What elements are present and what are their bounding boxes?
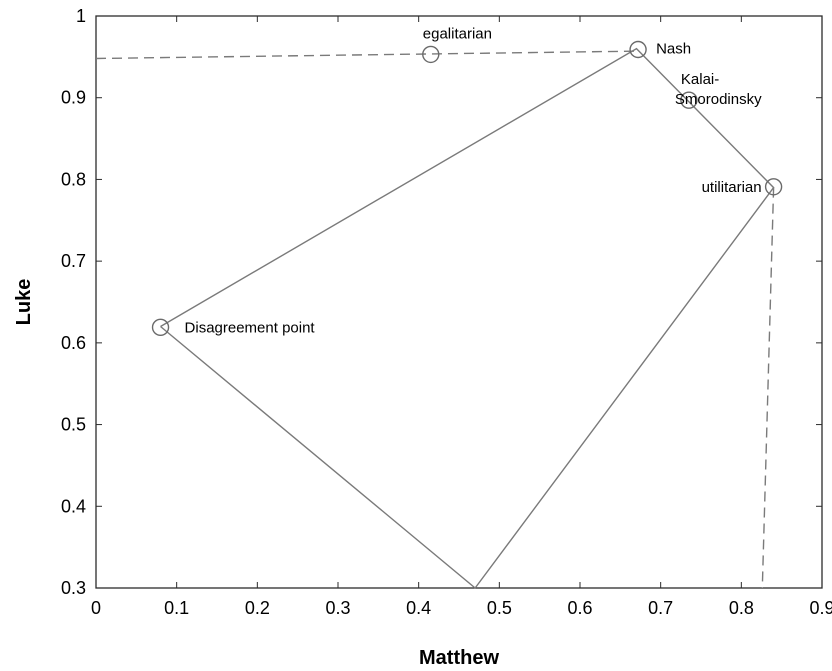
y-tick-label: 0.4 [61,496,86,516]
point-label: Kalai-Smorodinsky [675,71,762,108]
axes-layer: 0 0.1 0.2 0.3 0.4 0.5 0.6 0.7 0.8 0.9 0.3 0.4 0.5 0.6… [13,6,832,669]
point-label: Nash [656,41,691,58]
feasible-set-boundary [160,47,775,590]
y-tick-label: 1 [76,6,86,26]
x-tick-label: 0.3 [325,598,350,618]
y-tick-label: 0.8 [61,169,86,189]
x-tick-label: 0.5 [487,598,512,618]
point-label: utilitarian [702,179,762,196]
y-tick-label: 0.5 [61,415,86,435]
x-tick-label: 0.4 [406,598,431,618]
point-label: Disagreement point [185,319,316,336]
solution-point-marker [764,178,783,196]
x-tick-label: 0.7 [648,598,673,618]
plot-frame [95,15,823,589]
x-tick-label: 0 [91,598,101,618]
y-tick-label: 0.7 [61,251,86,271]
solution-point-marker [680,91,698,109]
x-tick-label: 0.1 [164,598,189,618]
y-tick-label: 0.3 [61,578,86,598]
y-axis-title: Luke [13,279,35,326]
x-axis-title: Matthew [419,647,499,669]
solution-point-marker [151,318,170,337]
y-tick-label: 0.6 [61,333,86,353]
x-tick-label: 0.8 [729,598,754,618]
x-tick-label: 0.6 [567,598,592,618]
dashed-guide-line [95,50,637,60]
labels-layer: egalitarian Nash Kalai-Smorodinsky utilitar… [185,25,763,336]
x-tick-label: 0.9 [809,598,832,618]
dashed-guide-line [761,187,775,589]
x-tick-label: 0.2 [245,598,270,618]
solution-point-marker [422,45,440,64]
points-layer [151,40,783,337]
solution-point-marker [629,40,647,59]
series-layer [95,47,775,590]
y-tick-label: 0.9 [61,88,86,108]
point-label: egalitarian [423,25,492,42]
